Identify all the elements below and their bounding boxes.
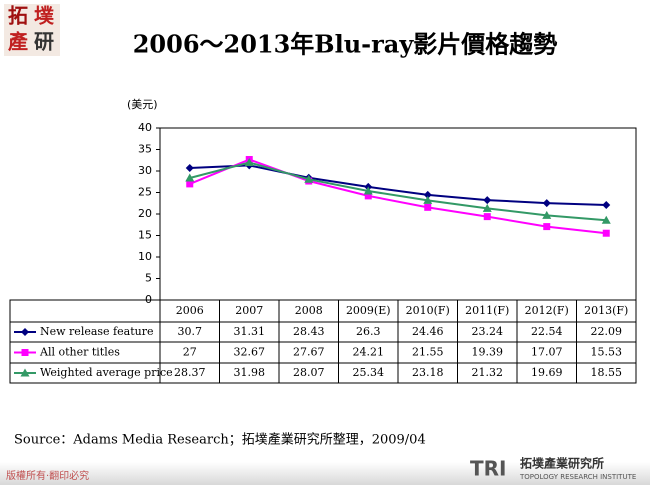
point (423, 190, 432, 199)
point (185, 163, 194, 172)
y-axis-label: (美元) (127, 98, 158, 111)
table-value: 22.09 (591, 325, 623, 338)
x-tick-label: 2010(F) (406, 304, 450, 317)
point (304, 174, 314, 183)
point (483, 196, 492, 205)
point (602, 201, 611, 210)
x-tick-label: 2009(E) (346, 304, 391, 317)
table-value: 27.67 (293, 346, 325, 359)
y-tick-label: 20 (138, 207, 152, 220)
legend-label: All other titles (39, 346, 120, 359)
point (602, 229, 610, 237)
y-tick-label: 10 (138, 250, 152, 263)
source: Source：Adams Media Research；拓墣產業研究所整理，20… (14, 432, 426, 448)
point (542, 210, 552, 219)
table-value: 19.39 (472, 346, 504, 359)
y-tick-label: 35 (138, 143, 152, 156)
x-tick-label: 2007 (235, 304, 263, 317)
table-value: 25.34 (353, 366, 385, 379)
logo-char: 研 (34, 30, 54, 54)
logo-char: 拓 (8, 4, 28, 28)
x-tick-label: 2012(F) (525, 304, 569, 317)
point (186, 180, 194, 188)
y-tick-label: 40 (138, 121, 152, 134)
table-value: 21.32 (472, 366, 504, 379)
point (483, 213, 491, 221)
table-value: 26.3 (356, 325, 381, 338)
point (21, 349, 29, 356)
logo-char: 墣 (34, 4, 55, 28)
point (20, 368, 30, 377)
x-tick-label: 2013(F) (584, 304, 628, 317)
legend-label: New release feature (40, 325, 153, 338)
series-line (189, 161, 607, 222)
table-value: 23.18 (412, 366, 444, 379)
table-value: 24.46 (412, 325, 444, 338)
table-value: 30.7 (178, 325, 203, 338)
point (543, 223, 551, 231)
table-value: 23.24 (472, 325, 504, 338)
brand: TRI (470, 457, 506, 481)
point (542, 199, 551, 208)
logo: 拓 墣 產 研 (4, 4, 60, 56)
table-value: 15.53 (591, 346, 623, 359)
table-value: 31.31 (234, 325, 266, 338)
table-value: 19.69 (531, 366, 563, 379)
series-line (189, 158, 607, 235)
copyright: 版權所有‧翻印必究 (6, 469, 89, 482)
x-tick-label: 2006 (176, 304, 204, 317)
footer-band (0, 462, 650, 485)
table-value: 24.21 (353, 346, 385, 359)
point (244, 157, 254, 166)
table-value: 17.07 (531, 346, 563, 359)
y-tick-label: 5 (145, 272, 152, 285)
table-value: 21.55 (412, 346, 444, 359)
point (601, 215, 611, 224)
point (423, 195, 433, 204)
table-value: 31.98 (234, 366, 266, 379)
series-line (189, 164, 607, 207)
point (364, 192, 372, 200)
table-value: 22.54 (531, 325, 563, 338)
table-value: 32.67 (234, 346, 266, 359)
y-tick-label: 15 (138, 229, 152, 242)
table-value: 27 (183, 346, 197, 359)
point (482, 203, 492, 212)
legend-label: Weighted average price (40, 366, 173, 379)
table-value: 28.37 (174, 366, 206, 379)
logo-bg (4, 4, 60, 56)
institute: 拓墣產業研究所 (520, 456, 604, 471)
point (185, 173, 195, 182)
table-value: 18.55 (591, 366, 623, 379)
y-tick-label: 30 (138, 164, 152, 177)
x-tick-label: 2011(F) (465, 304, 509, 317)
table-value: 28.07 (293, 366, 325, 379)
plot-frame (159, 127, 637, 301)
chart-title: 2006～2013年Blu-ray影片價格趨勢 (133, 30, 558, 59)
institute-en: TOPOLOGY RESEARCH INSTITUTE (519, 473, 636, 481)
x-tick-label: 2008 (295, 304, 323, 317)
point (424, 203, 432, 211)
point (21, 328, 29, 336)
logo-char: 產 (8, 30, 28, 54)
y-tick-label: 25 (138, 186, 152, 199)
table-value: 28.43 (293, 325, 325, 338)
point (363, 186, 373, 195)
